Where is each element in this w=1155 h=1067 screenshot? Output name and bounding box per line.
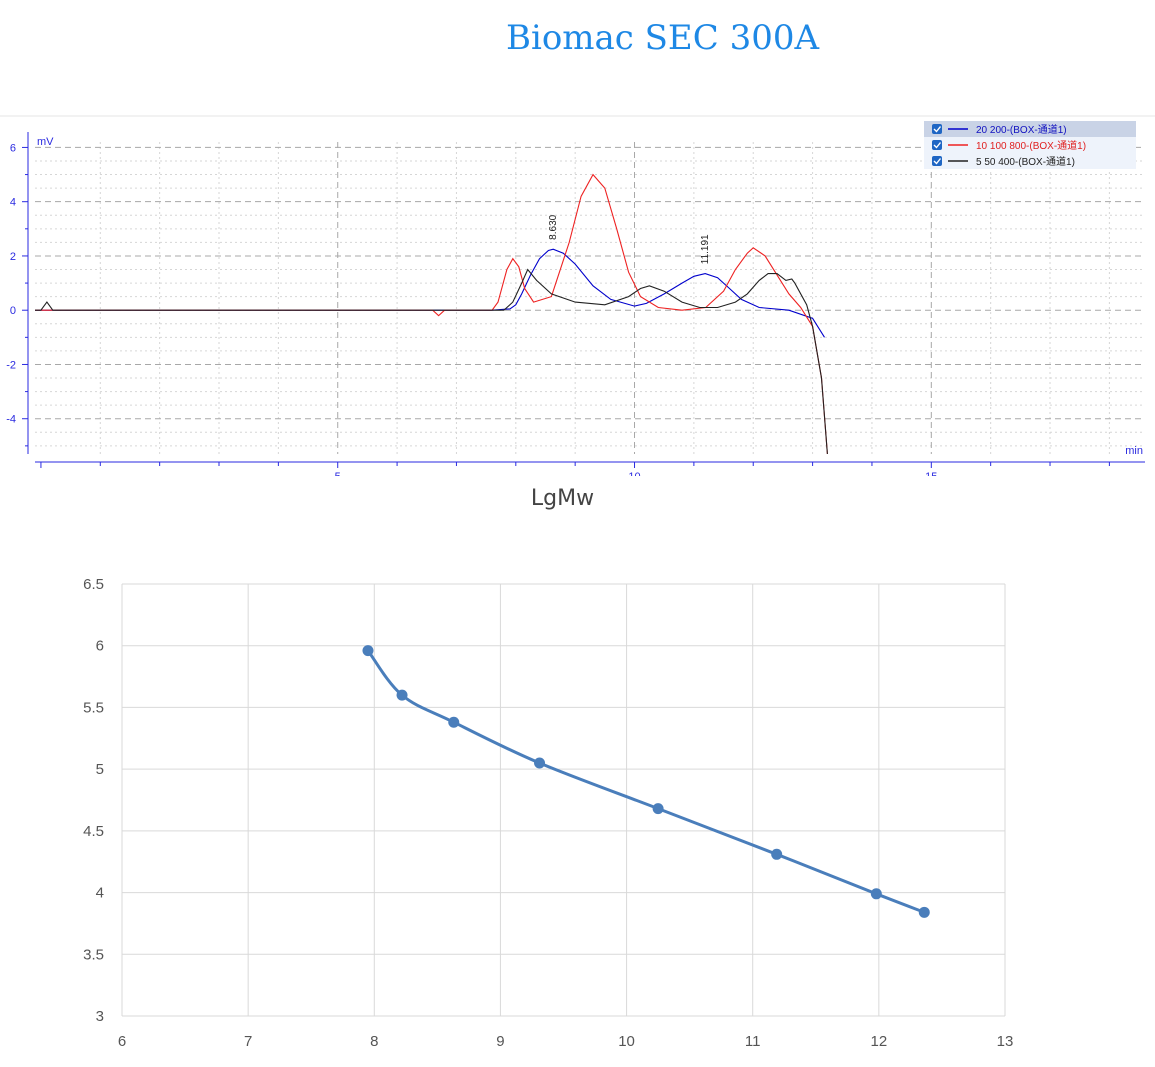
y-tick-label: 2 [10,251,16,263]
x-tick-label: 11 [745,1033,761,1050]
x-tick-label: 12 [871,1033,888,1050]
y-tick-label: 6 [96,638,104,655]
data-point [396,689,408,701]
data-point [870,888,882,900]
page-title: Biomac SEC 300A [505,18,820,58]
data-point [448,716,460,728]
y-tick-label: -4 [6,414,16,426]
legend-label: 5 50 400-(BOX-通道1) [976,155,1075,168]
calibration-chart: 3 3.5 4 4.5 5 5.5 6 6.5 6 7 8 9 10 11 12 13 [83,576,1014,1050]
x-tick-label: 9 [496,1033,504,1050]
y-tick-label: 6 [10,142,16,154]
data-point [652,803,664,815]
peak-annotation: 8.630 [548,214,559,239]
y-tick-label: 5 [96,761,104,778]
y-tick-label: 3.5 [83,946,104,963]
x-tick-label: 15 [925,471,937,476]
calibration-chart-title: LgMw [530,486,595,511]
calibration-line [366,649,925,914]
data-point [362,645,374,657]
y-tick-label: 4 [10,197,16,209]
x-tick-label: 10 [628,471,640,476]
series-line-3 [35,268,828,455]
y-tick-label: 4.5 [83,823,104,840]
x-tick-label: 6 [118,1033,126,1050]
peak-annotation: 11.191 [700,234,711,264]
legend-checkbox-icon [932,156,942,166]
legend-checkmark-icon [933,158,942,165]
series-line-2 [35,173,828,455]
legend-checkbox-icon [932,124,942,134]
y-tick-label: -2 [6,359,16,371]
legend-checkmark-icon [933,142,942,149]
x-tick-label: 8 [370,1033,378,1050]
legend-checkmark-icon [933,126,942,133]
data-point [918,906,930,918]
y-tick-label: 5.5 [83,699,104,716]
x-tick-label: 5 [335,471,341,476]
legend-checkbox-icon [932,140,942,150]
x-axis-label: min [1125,445,1143,457]
legend-row-highlight [924,121,1136,137]
series-line-1 [35,248,825,338]
y-tick-label: 3 [96,1008,104,1025]
y-tick-label: 6.5 [83,576,104,593]
x-tick-label: 10 [618,1033,635,1050]
legend-label: 10 100 800-(BOX-通道1) [976,139,1086,152]
data-point [771,848,783,860]
x-tick-label: 7 [244,1033,252,1050]
legend-background [924,137,1136,169]
y-tick-label: 4 [96,885,104,902]
legend-label: 20 200-(BOX-通道1) [976,123,1067,136]
y-axis-label: mV [37,136,54,148]
data-point [534,757,546,769]
x-tick-label: 13 [997,1033,1014,1050]
chromatogram-chart: -4 -2 0 2 4 6 5 10 15 mV min 8.630 11.191 20 200-(BOX… [0,115,1155,476]
y-tick-label: 0 [10,305,16,317]
